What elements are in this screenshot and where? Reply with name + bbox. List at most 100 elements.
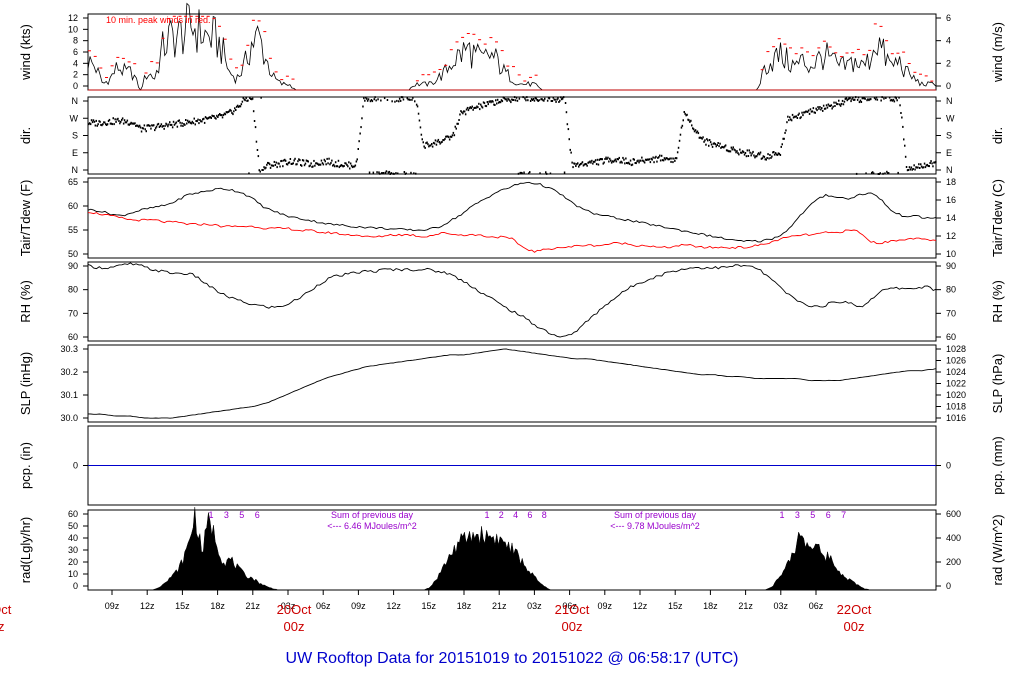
wind-direction-point bbox=[545, 171, 547, 174]
wind-direction-point bbox=[251, 97, 254, 100]
wind-direction-point bbox=[372, 171, 375, 174]
wind-direction-point bbox=[574, 162, 576, 165]
wind-direction-point bbox=[662, 159, 665, 162]
wind-direction-point bbox=[881, 96, 883, 99]
wind-direction-point bbox=[318, 163, 321, 166]
wind-direction-point bbox=[240, 103, 243, 106]
wind-direction-point bbox=[560, 96, 562, 99]
wind-peak-mark bbox=[235, 67, 238, 69]
wind-direction-point bbox=[170, 123, 173, 126]
y-tick-label-left: 60 bbox=[68, 509, 78, 519]
wind-direction-point bbox=[595, 163, 598, 166]
wind-direction-point bbox=[550, 100, 553, 102]
wind-direction-point bbox=[676, 151, 679, 154]
wind-direction-point bbox=[846, 99, 848, 102]
wind-direction-point bbox=[875, 96, 878, 99]
wind-direction-point bbox=[660, 154, 663, 157]
wind-direction-point bbox=[486, 101, 489, 103]
wind-direction-point bbox=[367, 98, 370, 101]
wind-peak-mark bbox=[449, 49, 453, 51]
wind-direction-point bbox=[806, 110, 808, 113]
wind-direction-point bbox=[200, 120, 202, 123]
wind-direction-point bbox=[271, 164, 274, 167]
wind-direction-point bbox=[724, 145, 726, 148]
wind-direction-point bbox=[237, 105, 240, 108]
wind-direction-point bbox=[689, 120, 691, 123]
wind-direction-point bbox=[703, 140, 705, 143]
wind-direction-point bbox=[694, 129, 697, 132]
wind-direction-point bbox=[100, 123, 102, 126]
y-tick-label-left: 30.3 bbox=[60, 344, 78, 354]
wind-direction-point bbox=[803, 111, 805, 114]
wind-direction-point bbox=[97, 123, 99, 126]
wind-direction-point bbox=[279, 165, 281, 168]
wind-direction-point bbox=[229, 108, 231, 111]
wind-direction-point bbox=[407, 98, 409, 101]
wind-direction-point bbox=[806, 110, 809, 113]
wind-direction-point bbox=[293, 159, 295, 162]
wind-direction-point bbox=[431, 145, 434, 148]
wind-direction-point bbox=[664, 158, 667, 161]
wind-direction-point bbox=[749, 151, 751, 154]
wind-direction-point bbox=[98, 120, 100, 123]
wind-direction-point bbox=[455, 127, 457, 130]
wind-peak-mark bbox=[851, 52, 855, 54]
wind-direction-point bbox=[788, 119, 790, 122]
wind-peak-mark bbox=[172, 15, 176, 17]
wind-direction-point bbox=[278, 162, 280, 165]
wind-direction-point bbox=[269, 166, 272, 169]
wind-direction-point bbox=[741, 150, 744, 153]
y-tick-label-left: 80 bbox=[68, 285, 78, 295]
wind-direction-point bbox=[435, 143, 438, 146]
wind-direction-point bbox=[198, 122, 200, 125]
wind-direction-point bbox=[297, 160, 299, 163]
wind-direction-point bbox=[915, 166, 917, 169]
air-temperature-line bbox=[87, 181, 937, 243]
wind-direction-point bbox=[145, 130, 147, 133]
y-tick-label-left: 60 bbox=[68, 332, 78, 342]
wind-direction-point bbox=[259, 170, 261, 173]
wind-direction-point bbox=[346, 163, 348, 166]
wind-direction-point bbox=[357, 148, 359, 150]
wind-direction-point bbox=[852, 96, 854, 99]
wind-direction-point bbox=[615, 160, 618, 163]
wind-direction-point bbox=[454, 125, 456, 128]
wind-direction-point bbox=[303, 164, 306, 167]
wind-direction-point bbox=[373, 98, 375, 101]
wind-direction-point bbox=[578, 165, 580, 168]
x-tick-label: 09z bbox=[598, 601, 613, 611]
wind-direction-point bbox=[895, 97, 897, 100]
wind-direction-point bbox=[439, 142, 441, 145]
wind-direction-point bbox=[711, 145, 714, 148]
wind-direction-point bbox=[111, 123, 114, 126]
y-axis-label-right: Tair/Tdew (C) bbox=[990, 179, 1005, 257]
wind-direction-point bbox=[478, 102, 480, 105]
y-tick-label-left: 0 bbox=[73, 581, 78, 591]
wind-direction-point bbox=[446, 135, 448, 138]
wind-direction-point bbox=[707, 139, 709, 142]
wind-direction-point bbox=[137, 125, 140, 128]
wind-direction-point bbox=[625, 157, 627, 160]
wind-direction-point bbox=[816, 109, 818, 112]
wind-direction-point bbox=[590, 161, 592, 164]
wind-direction-point bbox=[246, 99, 248, 102]
wind-direction-point bbox=[613, 159, 616, 162]
wind-direction-point bbox=[715, 145, 717, 148]
wind-direction-point bbox=[504, 98, 506, 101]
wind-direction-point bbox=[529, 100, 532, 102]
y-tick-label-left: 50 bbox=[68, 249, 78, 259]
y-tick-label-right: W bbox=[946, 113, 955, 123]
wind-direction-point bbox=[291, 162, 293, 165]
wind-peak-mark bbox=[184, 15, 188, 17]
wind-direction-point bbox=[110, 122, 113, 125]
x-date-label: 21Oct bbox=[555, 602, 590, 617]
wind-direction-point bbox=[277, 162, 279, 165]
wind-direction-point bbox=[133, 122, 135, 125]
wind-direction-point bbox=[629, 159, 632, 162]
wind-direction-point bbox=[621, 161, 623, 164]
wind-direction-point bbox=[353, 165, 356, 168]
wind-direction-point bbox=[634, 162, 636, 164]
wind-direction-point bbox=[761, 157, 764, 160]
wind-direction-point bbox=[340, 164, 342, 167]
wind-direction-point bbox=[543, 99, 545, 102]
